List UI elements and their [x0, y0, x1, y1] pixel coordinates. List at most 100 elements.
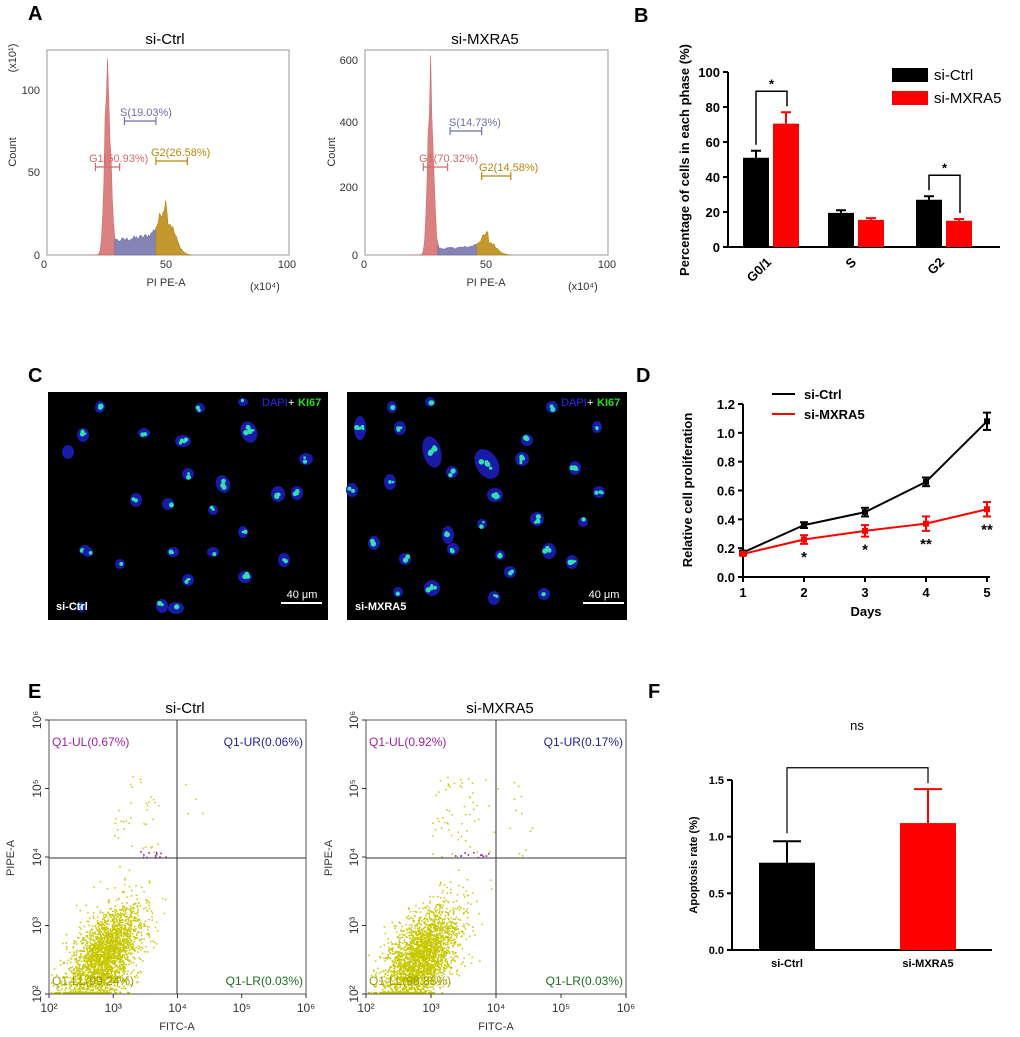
event-dot — [399, 968, 402, 970]
event-dot — [137, 911, 139, 913]
event-dot — [391, 921, 393, 924]
a-right-ytick: 400 — [340, 117, 358, 129]
event-dot — [467, 917, 469, 919]
event-dot — [128, 930, 130, 932]
event-dot — [387, 985, 389, 988]
event-dot — [429, 966, 431, 969]
ki67-focus — [212, 552, 217, 557]
event-dot — [128, 944, 130, 946]
event-dot — [80, 950, 82, 953]
event-dot — [418, 919, 421, 922]
event-dot — [100, 977, 102, 979]
event-dot — [415, 963, 417, 965]
event-dot — [98, 928, 100, 931]
event-dot — [121, 967, 123, 969]
event-dot — [391, 988, 393, 990]
event-dot — [85, 945, 87, 947]
event-dot — [79, 989, 82, 992]
event-dot — [107, 972, 110, 974]
event-dot — [71, 970, 73, 972]
event-dot — [435, 982, 437, 984]
event-dot — [413, 938, 416, 941]
event-dot — [101, 968, 103, 971]
event-dot — [106, 955, 108, 957]
event-dot — [106, 991, 109, 994]
e-right-events — [367, 776, 534, 994]
event-dot — [99, 990, 101, 992]
event-dot — [130, 817, 132, 819]
event-dot — [442, 936, 445, 938]
event-dot — [415, 904, 417, 907]
event-dot — [114, 978, 117, 980]
event-dot — [113, 982, 115, 984]
event-dot — [109, 952, 111, 954]
event-dot — [138, 901, 140, 904]
event-dot — [401, 955, 403, 958]
event-dot — [76, 975, 78, 977]
event-dot — [148, 902, 151, 904]
event-dot — [456, 933, 459, 935]
event-dot — [103, 976, 106, 979]
event-dot — [448, 950, 450, 953]
event-dot — [109, 915, 112, 918]
event-dot — [121, 954, 124, 956]
event-dot — [128, 885, 131, 888]
event-dot — [78, 967, 81, 970]
event-dot — [113, 957, 115, 960]
event-dot — [68, 991, 71, 994]
event-dot — [93, 971, 96, 973]
event-dot — [81, 943, 83, 945]
event-dot — [88, 953, 91, 956]
event-dot — [425, 991, 427, 994]
event-dot — [108, 958, 110, 960]
event-dot — [421, 962, 423, 965]
event-dot — [419, 991, 422, 994]
event-dot — [102, 942, 105, 945]
event-dot — [127, 919, 130, 922]
event-dot — [387, 954, 390, 957]
event-dot — [435, 932, 438, 935]
ki67-focus — [131, 497, 136, 501]
event-dot — [101, 948, 104, 950]
event-dot — [102, 912, 104, 914]
event-dot — [80, 987, 83, 989]
event-dot — [76, 991, 79, 994]
event-dot — [376, 991, 378, 994]
event-dot — [119, 958, 122, 961]
event-dot — [134, 917, 137, 920]
event-dot — [403, 959, 406, 961]
event-dot — [399, 972, 402, 974]
event-dot — [455, 933, 457, 935]
event-dot — [102, 952, 105, 954]
event-dot — [123, 938, 125, 941]
event-dot — [202, 812, 204, 815]
event-dot — [449, 936, 451, 939]
event-dot — [424, 983, 426, 986]
event-dot — [100, 981, 103, 984]
event-dot — [387, 971, 389, 973]
ki67-focus — [581, 517, 586, 522]
event-dot — [107, 975, 109, 978]
event-dot — [389, 952, 391, 954]
event-dot — [118, 944, 120, 947]
ki67-focus — [171, 551, 175, 555]
event-dot — [421, 963, 424, 966]
event-dot — [134, 925, 136, 928]
event-dot — [111, 977, 114, 980]
event-dot — [130, 961, 132, 964]
a-right-frame — [364, 49, 609, 256]
event-dot — [424, 958, 427, 961]
event-dot — [105, 914, 108, 916]
event-dot — [398, 940, 401, 943]
event-dot — [449, 927, 452, 930]
event-dot — [141, 941, 143, 944]
event-dot — [91, 973, 93, 976]
x-tick-label: 10⁶ — [297, 1001, 315, 1015]
event-dot — [120, 987, 123, 990]
event-dot — [118, 921, 121, 924]
event-dot — [111, 938, 113, 941]
event-dot — [118, 908, 121, 911]
event-dot — [98, 922, 100, 924]
event-dot — [148, 880, 151, 883]
event-dot — [109, 976, 112, 978]
